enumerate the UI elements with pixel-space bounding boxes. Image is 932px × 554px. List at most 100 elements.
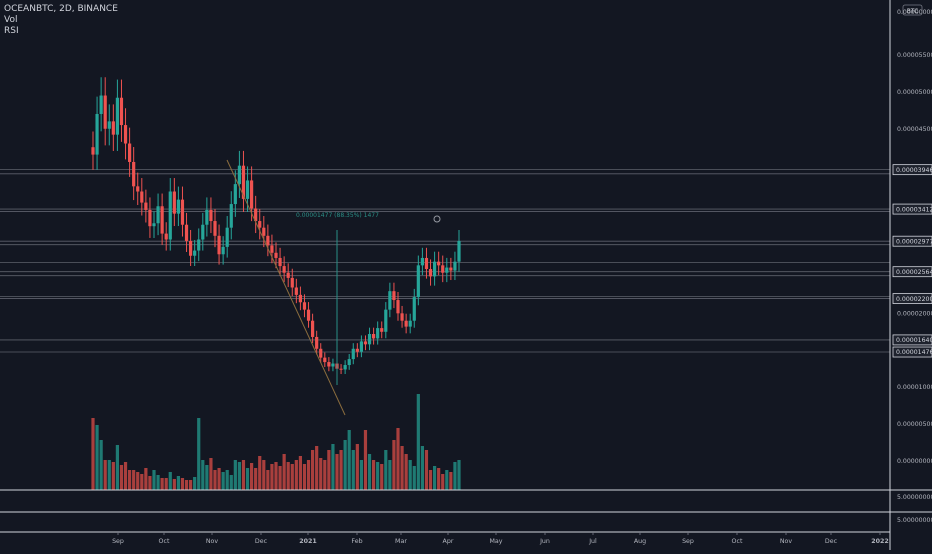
candle-body[interactable] (396, 300, 400, 314)
candle-body[interactable] (172, 191, 176, 214)
candle-body[interactable] (245, 180, 250, 199)
candle-body[interactable] (266, 235, 270, 246)
candle-body[interactable] (311, 320, 315, 337)
candle-body[interactable] (217, 235, 221, 255)
currency-badge[interactable]: BTC (902, 4, 923, 16)
candle-body[interactable] (193, 250, 197, 256)
candle-body[interactable] (408, 320, 412, 327)
candle-body[interactable] (136, 186, 140, 192)
candle-body[interactable] (233, 184, 237, 205)
candle-body[interactable] (103, 95, 107, 129)
candle-body[interactable] (449, 267, 453, 271)
candle-body[interactable] (339, 368, 343, 370)
candle-body[interactable] (160, 206, 164, 234)
candle-body[interactable] (453, 261, 457, 271)
candle-body[interactable] (209, 209, 213, 222)
candle-body[interactable] (180, 199, 185, 225)
candle-body[interactable] (392, 291, 396, 301)
candle-body[interactable] (132, 161, 136, 187)
candle-body[interactable] (400, 313, 404, 321)
candle-body[interactable] (359, 341, 363, 352)
candle-body[interactable] (144, 202, 148, 210)
price-axis[interactable]: 0.00000000 0.00005500 0.00005000 0.00004500… (892, 9, 932, 465)
candle-body[interactable] (302, 302, 307, 310)
candle-body[interactable] (262, 227, 266, 236)
candle-body[interactable] (176, 199, 180, 214)
price-level-badge[interactable] (892, 235, 932, 247)
candle-body[interactable] (319, 348, 323, 358)
candle-body[interactable] (363, 341, 368, 345)
chart-legend[interactable]: OCEANBTC, 2D, BINANCE Vol RSI (4, 4, 118, 37)
alarm-icon[interactable] (433, 215, 441, 223)
horizontal-levels[interactable] (0, 169, 890, 353)
candle-body[interactable] (290, 277, 294, 288)
price-level-badge[interactable] (892, 164, 932, 176)
candle-body[interactable] (388, 291, 392, 310)
candle-body[interactable] (168, 191, 172, 240)
candle-body[interactable] (99, 95, 103, 114)
price-level-badge[interactable] (892, 346, 932, 358)
price-level-badge[interactable] (892, 266, 932, 278)
candle-body[interactable] (140, 191, 144, 203)
candle-body[interactable] (274, 252, 278, 258)
rsi-indicator-label[interactable]: RSI (4, 26, 19, 36)
trend-line[interactable] (226, 159, 346, 416)
candle-body[interactable] (441, 265, 445, 273)
candles[interactable] (91, 77, 461, 375)
candle-body[interactable] (372, 334, 376, 339)
candle-body[interactable] (229, 204, 233, 228)
candle-body[interactable] (197, 239, 201, 251)
candle-body[interactable] (376, 328, 380, 339)
candle-body[interactable] (250, 180, 254, 209)
candle-body[interactable] (404, 320, 408, 327)
candle-body[interactable] (119, 97, 124, 126)
candle-body[interactable] (205, 209, 209, 225)
candle-body[interactable] (123, 125, 128, 144)
candle-body[interactable] (282, 266, 286, 273)
candle-body[interactable] (107, 121, 111, 129)
candle-body[interactable] (91, 147, 95, 155)
candle-body[interactable] (384, 309, 388, 332)
candle-body[interactable] (416, 265, 420, 298)
candle-body[interactable] (237, 165, 241, 185)
candle-body[interactable] (457, 240, 461, 262)
candle-body[interactable] (323, 357, 327, 363)
candle-body[interactable] (420, 257, 424, 266)
candle-body[interactable] (254, 208, 258, 222)
candle-body[interactable] (331, 363, 335, 367)
candle-body[interactable] (148, 209, 152, 227)
price-level-badge[interactable] (892, 203, 932, 215)
price-level-badge[interactable] (892, 334, 932, 346)
candle-body[interactable] (437, 261, 441, 266)
candle-body[interactable] (433, 261, 437, 277)
candle-body[interactable] (115, 97, 119, 135)
candle-body[interactable] (213, 221, 217, 236)
candle-body[interactable] (347, 359, 351, 366)
time-axis[interactable]: Sep Oct Nov Dec 2021 Feb Mar Apr May Jun Jul Aug Sep… (112, 532, 889, 545)
candle-body[interactable] (380, 328, 384, 332)
candle-body[interactable] (351, 348, 355, 360)
candle-body[interactable] (428, 269, 433, 277)
candle-body[interactable] (327, 362, 331, 367)
candle-body[interactable] (278, 257, 282, 267)
candle-body[interactable] (306, 309, 311, 321)
candle-body[interactable] (164, 233, 168, 240)
candle-body[interactable] (367, 334, 372, 345)
candle-body[interactable] (128, 143, 132, 162)
candle-body[interactable] (445, 267, 449, 273)
candle-body[interactable] (412, 297, 416, 321)
candle-body[interactable] (201, 224, 205, 240)
candle-body[interactable] (221, 246, 225, 255)
candle-body[interactable] (315, 336, 319, 349)
drawings[interactable]: 0.00001477 (88.35%) 1477 (226, 159, 441, 416)
volume-indicator-label[interactable]: Vol (4, 15, 18, 25)
candle-body[interactable] (355, 348, 359, 352)
candle-body[interactable] (343, 365, 347, 370)
candle-body[interactable] (152, 223, 156, 227)
candle-body[interactable] (189, 240, 193, 256)
candle-body[interactable] (294, 287, 298, 295)
candle-body[interactable] (241, 165, 246, 199)
candle-body[interactable] (95, 113, 99, 155)
